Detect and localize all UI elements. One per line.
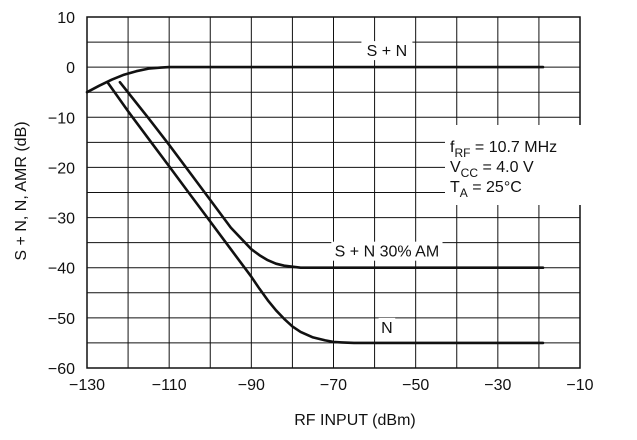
y-tick-labels: 10 0 −10 −20 −30 −40 −50 −60 — [48, 10, 75, 378]
series-labels: S + N S + N 30% AM N — [331, 41, 443, 337]
series-label-bg — [378, 317, 396, 337]
y-tick-label: −40 — [48, 261, 75, 278]
x-tick-label: −130 — [69, 377, 105, 394]
series-label-0: S + N — [367, 43, 407, 60]
x-tick-label: −30 — [484, 377, 511, 394]
annotation-frequency: fRF = 10.7 MHz — [450, 139, 557, 160]
x-tick-labels: −130 −110 −90 −70 −50 −30 −10 — [69, 377, 594, 394]
annotation-temperature: TA = 25°C — [450, 179, 522, 200]
x-tick-label: −70 — [320, 377, 347, 394]
y-tick-label: −50 — [48, 311, 75, 328]
y-tick-label: −20 — [48, 160, 75, 177]
series-layer — [85, 65, 545, 345]
y-tick-label: −30 — [48, 211, 75, 228]
x-tick-label: −90 — [238, 377, 265, 394]
series-label-bg — [331, 241, 443, 261]
annotation-vcc: VCC = 4.0 V — [450, 159, 534, 180]
y-tick-label: −10 — [48, 110, 75, 127]
series-line-0 — [85, 65, 545, 94]
series-label-2: N — [381, 320, 393, 337]
x-tick-label: −110 — [152, 377, 187, 394]
series-label-1: S + N 30% AM — [335, 244, 440, 261]
y-axis-title: S + N, N, AMR (dB) — [13, 121, 30, 260]
series-line-1 — [118, 80, 545, 269]
annotation-background — [445, 125, 595, 205]
y-tick-label: 10 — [57, 10, 75, 27]
x-tick-label: −50 — [402, 377, 429, 394]
y-tick-label: −60 — [48, 361, 75, 378]
x-tick-label: −10 — [566, 377, 593, 394]
series-line-2 — [106, 80, 545, 345]
series-label-bg — [361, 41, 413, 61]
y-tick-label: 0 — [66, 60, 75, 77]
x-axis-title: RF INPUT (dBm) — [294, 412, 415, 429]
